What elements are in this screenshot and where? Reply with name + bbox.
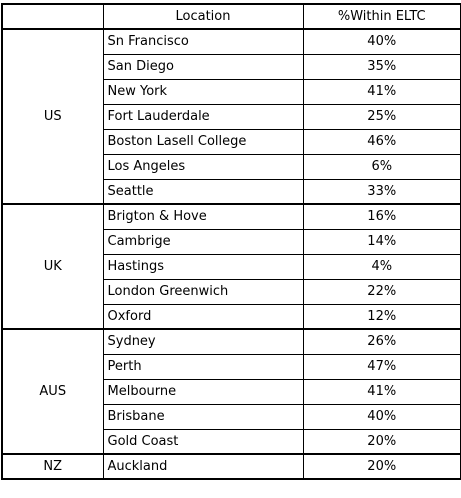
location-cell: Perth: [102, 353, 304, 380]
table-row: US Sn Francisco 40%: [1, 28, 461, 205]
table-row: Perth 47%: [2, 353, 461, 380]
location-cell: London Greenwich: [102, 278, 304, 305]
header-cell: Location: [102, 3, 304, 30]
table-row: UK Brigton & Hove 16%: [1, 203, 461, 330]
table-row: Seattle 33%: [2, 178, 461, 205]
header-empty: [1, 3, 104, 30]
location-cell: San Diego: [102, 53, 304, 80]
share-cell: 25%: [302, 103, 461, 130]
share-cell: 41%: [302, 78, 461, 105]
location-cell: Fort Lauderdale: [102, 103, 304, 130]
table-row: Fort Lauderdale 25%: [2, 103, 461, 130]
table-row: New York 41%: [2, 78, 461, 105]
header-cell: %Within ELTC: [302, 3, 461, 30]
share-cell: 20%: [302, 428, 461, 455]
share-cell: 41%: [302, 378, 461, 405]
table-row: San Diego 35%: [2, 53, 461, 80]
share-cell: 14%: [302, 228, 461, 255]
location-cell: Brisbane: [102, 403, 304, 430]
location-cell: Melbourne: [102, 378, 304, 405]
location-cell: Hastings: [102, 253, 304, 280]
share-cell: 16%: [302, 203, 461, 230]
country-cell: UK: [1, 203, 104, 330]
share-cell: 26%: [302, 328, 461, 355]
location-cell: New York: [102, 78, 304, 105]
location-cell: Sn Francisco: [102, 28, 304, 55]
share-cell: 6%: [302, 153, 461, 180]
share-cell: 33%: [302, 178, 461, 205]
table-body: Location %Within ELTC US Sn Francisco 40% S…: [1, 3, 461, 480]
table-row: Brisbane 40%: [2, 403, 461, 430]
share-cell: 40%: [302, 28, 461, 55]
table-row: Boston Lasell College 46%: [2, 128, 461, 155]
table-row: Los Angeles 6%: [2, 153, 461, 180]
location-cell: Oxford: [102, 303, 304, 330]
country-cell: NZ: [1, 453, 104, 480]
location-cell: Auckland: [102, 453, 304, 480]
data-table: Location %Within ELTC US Sn Francisco 40% S…: [1, 3, 461, 480]
location-cell: Cambrige: [102, 228, 304, 255]
table-row: Gold Coast 20%: [2, 428, 461, 455]
location-cell: Gold Coast: [102, 428, 304, 455]
share-cell: 46%: [302, 128, 461, 155]
share-cell: 47%: [302, 353, 461, 380]
share-cell: 35%: [302, 53, 461, 80]
location-cell: Seattle: [102, 178, 304, 205]
table-row: Hastings 4%: [2, 253, 461, 280]
share-cell: 12%: [302, 303, 461, 330]
location-cell: Brigton & Hove: [102, 203, 304, 230]
header-row: Location %Within ELTC: [1, 3, 461, 30]
table-row: AUS Sydney 26%: [1, 328, 461, 455]
location-cell: Sydney: [102, 328, 304, 355]
share-cell: 4%: [302, 253, 461, 280]
table-row: Cambrige 14%: [2, 228, 461, 255]
table-row: NZ Auckland 20%: [1, 453, 461, 480]
country-cell: AUS: [1, 328, 104, 455]
location-cell: Los Angeles: [102, 153, 304, 180]
share-cell: 40%: [302, 403, 461, 430]
country-cell: US: [1, 28, 104, 205]
table-row: Melbourne 41%: [2, 378, 461, 405]
table-row: London Greenwich 22%: [2, 278, 461, 305]
share-cell: 22%: [302, 278, 461, 305]
location-cell: Boston Lasell College: [102, 128, 304, 155]
share-cell: 20%: [302, 453, 461, 480]
